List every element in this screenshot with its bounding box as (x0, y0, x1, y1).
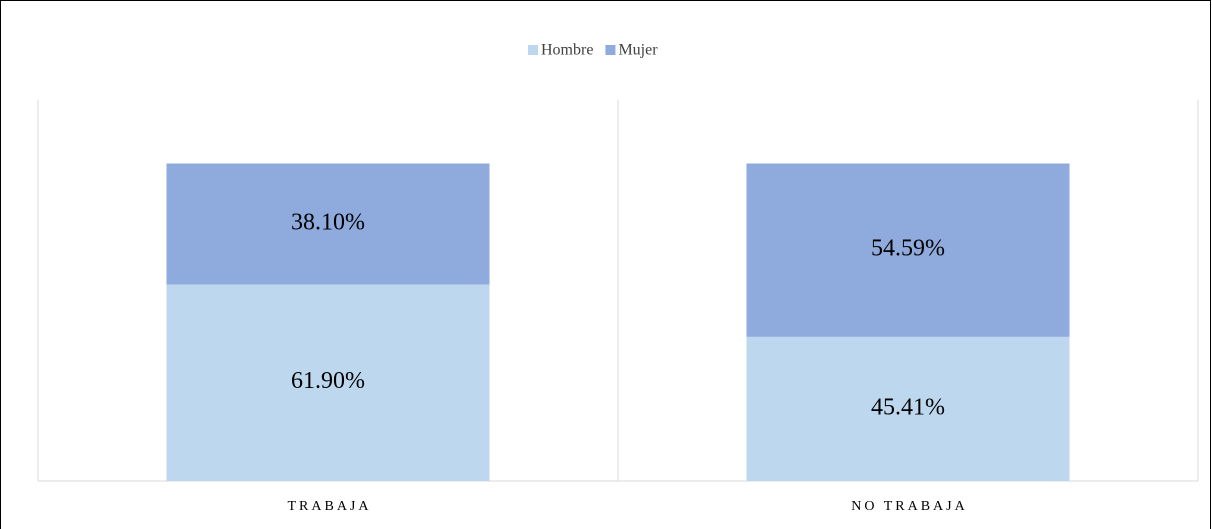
legend-label: Mujer (618, 42, 658, 59)
bar-segment (746, 336, 1070, 481)
data-label: 61.90% (291, 368, 365, 394)
bar-segment (166, 284, 490, 481)
bar-segment (166, 163, 490, 285)
data-label: 45.41% (871, 394, 945, 420)
bar-segment (746, 163, 1070, 337)
legend-label: Hombre (541, 42, 593, 59)
x-tick-label: NO TRABAJA (851, 499, 967, 514)
legend-swatch (605, 45, 616, 55)
x-tick-label: TRABAJA (287, 499, 371, 514)
data-label: 54.59% (871, 236, 945, 262)
data-label: 38.10% (291, 209, 365, 235)
legend-swatch (528, 45, 538, 55)
